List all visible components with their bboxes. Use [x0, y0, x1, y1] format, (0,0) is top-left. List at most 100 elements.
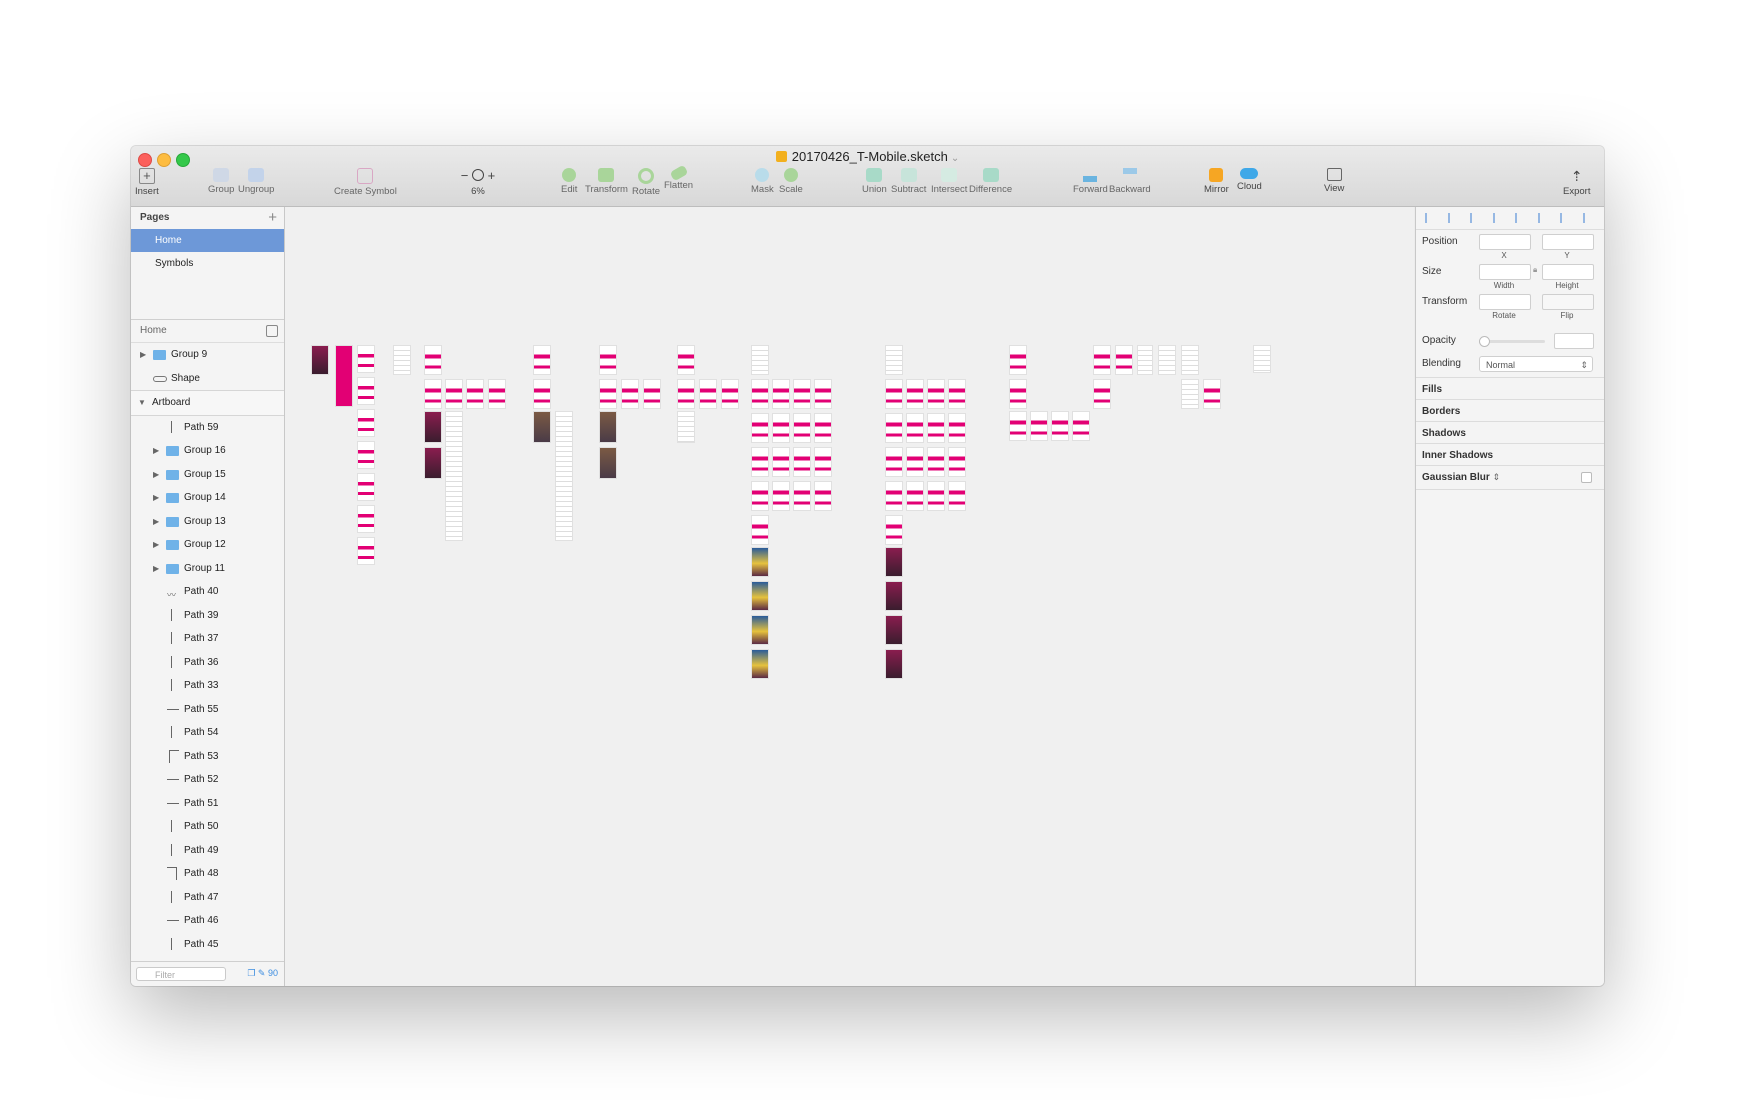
layer-row[interactable]: Path 37 [131, 627, 284, 651]
layer-row[interactable]: Path 51 [131, 792, 284, 816]
artboard-thumbnail[interactable] [927, 379, 945, 409]
blending-select[interactable]: Normal ⇕ [1479, 356, 1593, 372]
disclosure-triangle-icon[interactable]: ▶ [153, 563, 160, 573]
layer-row[interactable]: ▶ Group 9 [131, 343, 284, 367]
artboard-thumbnail[interactable] [885, 615, 903, 645]
artboard-thumbnail[interactable] [677, 379, 695, 409]
union-button[interactable]: Union [862, 168, 887, 195]
artboard-thumbnail[interactable] [885, 547, 903, 577]
artboard-thumbnail[interactable] [772, 413, 790, 443]
layer-row[interactable]: Path 59 [131, 416, 284, 440]
minimize-window-button[interactable] [157, 153, 171, 167]
layer-row[interactable]: ▶ Group 12 [131, 533, 284, 557]
artboard-thumbnail[interactable] [885, 447, 903, 477]
artboard-thumbnail[interactable] [357, 345, 375, 373]
filter-tools[interactable]: ❐ ✎ 90 [247, 968, 278, 979]
fills-section[interactable]: Fills [1416, 377, 1604, 401]
position-x-field[interactable] [1479, 234, 1531, 250]
layer-row[interactable]: ▶ Group 16 [131, 439, 284, 463]
artboard-thumbnail[interactable] [927, 413, 945, 443]
layer-row[interactable]: Path 54 [131, 721, 284, 745]
artboard-thumbnail[interactable] [1093, 345, 1111, 375]
artboard-thumbnail[interactable] [721, 379, 739, 409]
artboard-thumbnail[interactable] [1181, 379, 1199, 409]
layer-row[interactable]: Path 49 [131, 839, 284, 863]
disclosure-triangle-icon[interactable]: ▶ [153, 540, 160, 549]
artboard-thumbnail[interactable] [599, 447, 617, 479]
create-symbol-button[interactable]: Create Symbol [334, 168, 397, 197]
artboard-thumbnail[interactable] [948, 379, 966, 409]
artboard-thumbnail[interactable] [948, 413, 966, 443]
layer-row[interactable]: Path 52 [131, 768, 284, 792]
artboard-thumbnail[interactable] [1203, 379, 1221, 409]
artboard-thumbnail[interactable] [885, 515, 903, 545]
opacity-slider[interactable] [1479, 340, 1545, 343]
artboard-thumbnail[interactable] [357, 537, 375, 565]
artboard-thumbnail[interactable] [927, 481, 945, 511]
artboard-thumbnail[interactable] [885, 379, 903, 409]
artboard-thumbnail[interactable] [1137, 345, 1153, 375]
artboard-thumbnail[interactable] [814, 413, 832, 443]
layer-filter-input[interactable]: Filter [136, 967, 226, 981]
artboard-thumbnail[interactable] [1158, 345, 1176, 375]
export-button[interactable]: ⇡ Export [1563, 168, 1591, 197]
align-top-icon[interactable] [1537, 213, 1550, 223]
artboard-thumbnail[interactable] [885, 581, 903, 611]
artboard-thumbnail[interactable] [424, 411, 442, 443]
opacity-field[interactable] [1554, 333, 1594, 349]
shadows-section[interactable]: Shadows [1416, 421, 1604, 445]
layer-row[interactable]: Path 48 [131, 862, 284, 886]
gaussian-blur-section[interactable]: Gaussian Blur ⇕ [1416, 465, 1604, 490]
mirror-button[interactable]: Mirror [1204, 168, 1229, 195]
layer-row[interactable]: Path 39 [131, 604, 284, 628]
position-y-field[interactable] [1542, 234, 1594, 250]
layer-row[interactable]: Path 46 [131, 909, 284, 933]
layer-row[interactable]: ▶ Group 11 [131, 557, 284, 581]
borders-section[interactable]: Borders [1416, 399, 1604, 423]
artboard-thumbnail[interactable] [599, 411, 617, 443]
artboard-thumbnail[interactable] [643, 379, 661, 409]
copy-icon[interactable]: ❐ [247, 968, 256, 978]
opacity-slider-knob[interactable] [1479, 336, 1490, 347]
artboard-thumbnail[interactable] [751, 515, 769, 545]
artboard-thumbnail[interactable] [751, 413, 769, 443]
artboard-thumbnail[interactable] [1051, 411, 1069, 441]
artboard-thumbnail[interactable] [927, 447, 945, 477]
edit-button[interactable]: Edit [561, 168, 577, 195]
layer-row[interactable]: ▶ Group 15 [131, 463, 284, 487]
layer-row[interactable]: Path 36 [131, 651, 284, 675]
artboard-thumbnail[interactable] [599, 345, 617, 375]
view-button[interactable]: View [1324, 168, 1344, 194]
artboard-thumbnail[interactable] [533, 345, 551, 375]
artboard-thumbnail[interactable] [357, 409, 375, 437]
artboard-thumbnail[interactable] [948, 447, 966, 477]
artboard-thumbnail[interactable] [885, 481, 903, 511]
disclosure-triangle-open-icon[interactable]: ▼ [138, 398, 146, 407]
artboard-thumbnail[interactable] [772, 481, 790, 511]
layer-row[interactable]: ▶ Group 14 [131, 486, 284, 510]
artboard-thumbnail[interactable] [533, 379, 551, 409]
flip-buttons[interactable] [1542, 294, 1594, 310]
artboard-thumbnail[interactable] [533, 411, 551, 443]
scale-button[interactable]: Scale [779, 168, 803, 195]
artboard-thumbnail[interactable] [599, 379, 617, 409]
align-center-icon[interactable] [1492, 213, 1505, 223]
artboard-thumbnail[interactable] [793, 413, 811, 443]
artboard-thumbnail[interactable] [885, 413, 903, 443]
artboard-thumbnail[interactable] [772, 447, 790, 477]
insert-button[interactable]: + Insert [135, 168, 159, 197]
artboard-thumbnail[interactable] [885, 345, 903, 375]
artboard-thumbnail[interactable] [1009, 379, 1027, 409]
artboard-thumbnail[interactable] [751, 547, 769, 577]
intersect-button[interactable]: Intersect [931, 168, 967, 195]
artboard-thumbnail[interactable] [751, 345, 769, 375]
width-field[interactable] [1479, 264, 1531, 280]
layer-row[interactable]: 〰 Path 40 [131, 580, 284, 604]
layer-row[interactable]: Path 53 [131, 745, 284, 769]
add-page-icon[interactable]: + [268, 209, 277, 226]
blur-checkbox[interactable] [1581, 472, 1592, 483]
artboard-thumbnail[interactable] [793, 447, 811, 477]
artboard-thumbnail[interactable] [1030, 411, 1048, 441]
layer-row[interactable]: Path 55 [131, 698, 284, 722]
cloud-button[interactable]: Cloud [1237, 168, 1262, 192]
